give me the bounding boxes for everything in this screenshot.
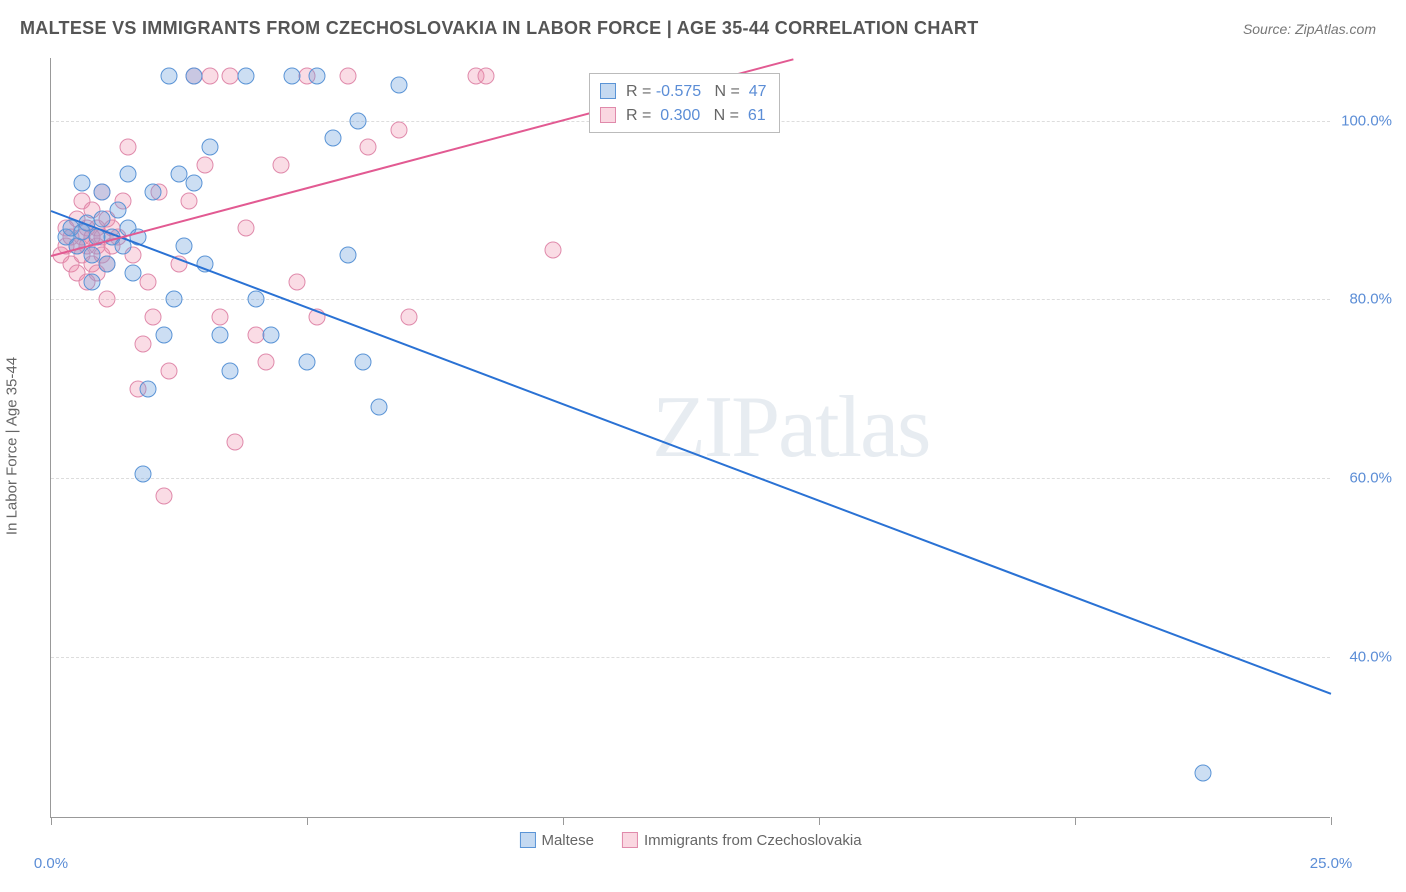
scatter-point-pink [273,157,290,174]
scatter-point-pink [155,488,172,505]
scatter-point-blue [201,139,218,156]
scatter-point-pink [258,354,275,371]
scatter-point-pink [391,121,408,138]
scatter-point-blue [94,210,111,227]
scatter-point-blue [263,327,280,344]
scatter-point-pink [288,273,305,290]
scatter-point-pink [360,139,377,156]
scatter-point-blue [355,354,372,371]
scatter-point-blue [391,76,408,93]
gridline-h [51,299,1330,300]
swatch-pink [622,832,638,848]
n-value-pink: 61 [743,107,765,124]
scatter-point-blue [165,291,182,308]
scatter-point-blue [160,67,177,84]
r-value-blue: -0.575 [656,83,701,100]
page-title: MALTESE VS IMMIGRANTS FROM CZECHOSLOVAKI… [20,18,979,39]
scatter-point-blue [119,166,136,183]
scatter-plot: ZIPatlas Maltese Immigrants from Czechos… [50,58,1330,818]
xtick-label: 25.0% [1310,855,1353,872]
xtick [1075,817,1076,825]
scatter-point-pink [140,273,157,290]
scatter-point-pink [478,67,495,84]
xtick-label: 0.0% [34,855,68,872]
xtick [51,817,52,825]
scatter-point-pink [401,309,418,326]
scatter-point-pink [181,193,198,210]
scatter-point-blue [222,362,239,379]
scatter-point-pink [160,362,177,379]
trendline-blue [51,210,1332,695]
n-value-blue: 47 [744,83,766,100]
legend-label-blue: Maltese [541,832,594,849]
xtick [1331,817,1332,825]
ytick-label: 100.0% [1341,112,1392,129]
scatter-point-pink [145,309,162,326]
scatter-point-pink [544,242,561,259]
scatter-point-blue [299,354,316,371]
correlation-stats-box: R = -0.575 N = 47 R = 0.300 N = 61 [589,73,780,133]
scatter-point-blue [171,166,188,183]
legend-label-pink: Immigrants from Czechoslovakia [644,832,862,849]
scatter-point-blue [73,175,90,192]
scatter-point-pink [119,139,136,156]
legend-item-czech: Immigrants from Czechoslovakia [622,832,862,849]
scatter-point-blue [145,184,162,201]
xtick [819,817,820,825]
scatter-point-blue [109,202,126,219]
scatter-point-pink [201,67,218,84]
ytick-label: 40.0% [1349,649,1392,666]
r-value-pink: 0.300 [656,107,700,124]
scatter-point-pink [339,67,356,84]
scatter-point-blue [140,380,157,397]
ytick-label: 80.0% [1349,291,1392,308]
legend-item-maltese: Maltese [519,832,594,849]
scatter-point-blue [83,273,100,290]
y-axis-label: In Labor Force | Age 35-44 [4,357,21,535]
scatter-point-blue [339,246,356,263]
gridline-h [51,657,1330,658]
scatter-point-pink [99,291,116,308]
scatter-point-blue [155,327,172,344]
scatter-point-blue [211,327,228,344]
scatter-point-pink [227,434,244,451]
scatter-point-blue [283,67,300,84]
ytick-label: 60.0% [1349,470,1392,487]
scatter-point-blue [370,398,387,415]
scatter-point-blue [309,67,326,84]
scatter-point-blue [237,67,254,84]
scatter-point-blue [186,67,203,84]
legend-bottom: Maltese Immigrants from Czechoslovakia [519,832,861,849]
scatter-point-blue [186,175,203,192]
scatter-point-blue [124,264,141,281]
scatter-point-blue [83,246,100,263]
swatch-blue [519,832,535,848]
scatter-point-pink [135,336,152,353]
xtick [563,817,564,825]
scatter-point-blue [94,184,111,201]
swatch-blue [600,83,616,99]
scatter-point-pink [196,157,213,174]
scatter-point-blue [99,255,116,272]
scatter-point-pink [211,309,228,326]
xtick [307,817,308,825]
scatter-point-blue [176,237,193,254]
scatter-point-blue [1195,765,1212,782]
scatter-point-blue [350,112,367,129]
swatch-pink [600,107,616,123]
scatter-point-blue [324,130,341,147]
scatter-point-blue [247,291,264,308]
watermark: ZIPatlas [652,377,929,478]
scatter-point-pink [237,219,254,236]
source-attribution: Source: ZipAtlas.com [1243,21,1376,37]
scatter-point-blue [135,465,152,482]
gridline-h [51,478,1330,479]
